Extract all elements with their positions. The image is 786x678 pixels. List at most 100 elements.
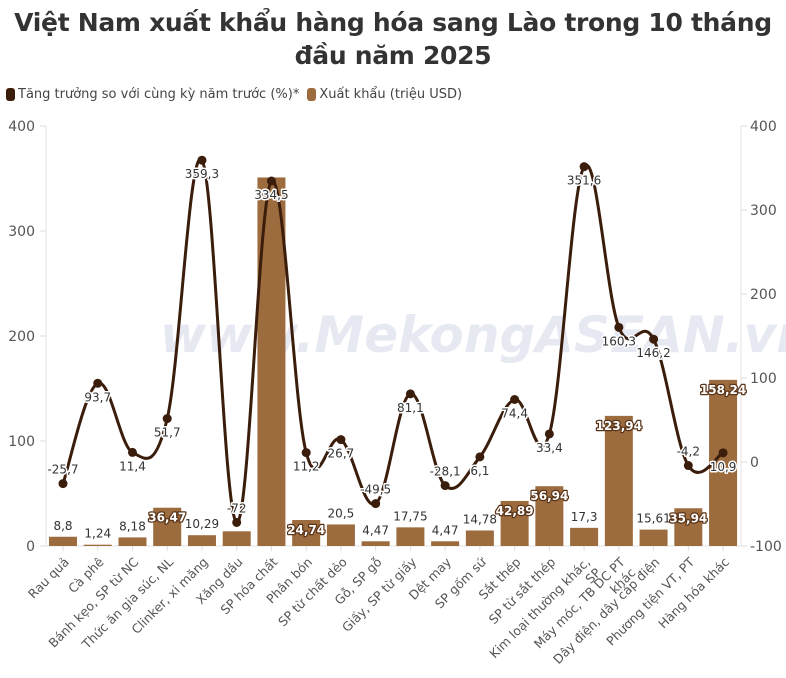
- legend-swatch-bar: [307, 88, 317, 101]
- line-value-label: 6,1: [470, 464, 489, 478]
- line-point[interactable]: [371, 499, 381, 509]
- bar[interactable]: [257, 177, 286, 546]
- line-value-label: 51,7: [154, 426, 181, 440]
- bar-value-label: 8,18: [119, 519, 146, 533]
- bar[interactable]: [604, 415, 633, 546]
- line-point[interactable]: [336, 435, 346, 445]
- legend-label-growth: Tăng trưởng so với cùng kỳ năm trước (%)…: [18, 87, 300, 102]
- bar[interactable]: [153, 507, 182, 546]
- chart-title-line-1: Việt Nam xuất khẩu hàng hóa sang Lào tro…: [14, 8, 772, 37]
- line-value-label: -28,1: [430, 465, 461, 479]
- legend-item-export[interactable]: Xuất khẩu (triệu USD): [307, 87, 462, 102]
- line-value-label: 160,3: [602, 334, 636, 348]
- line-point[interactable]: [232, 517, 242, 527]
- y-right-tick-label: 0: [750, 455, 759, 471]
- bar-value-label: 36,47: [148, 511, 186, 525]
- bar[interactable]: [639, 529, 668, 546]
- bar[interactable]: [674, 508, 703, 546]
- line-point[interactable]: [579, 162, 589, 172]
- bar-value-label: 15,61: [636, 512, 670, 526]
- line-point[interactable]: [475, 452, 485, 462]
- line-value-label: 81,1: [397, 401, 424, 415]
- line-point[interactable]: [718, 448, 728, 458]
- bar[interactable]: [292, 520, 321, 546]
- y-right-tick-label: 100: [750, 371, 777, 387]
- line-value-label: 74,4: [501, 407, 528, 421]
- line-point[interactable]: [440, 481, 450, 491]
- line-point[interactable]: [266, 176, 276, 186]
- line-point[interactable]: [405, 389, 415, 399]
- bar[interactable]: [187, 535, 216, 546]
- line-value-label: 11,2: [293, 460, 320, 474]
- bar-value-label: 10,29: [185, 517, 219, 531]
- bar-value-label: 17,75: [393, 509, 427, 523]
- line-point[interactable]: [197, 155, 207, 165]
- bar-value-label: 158,24: [700, 383, 746, 397]
- bar[interactable]: [570, 527, 599, 546]
- bar[interactable]: [326, 524, 355, 546]
- bar-value-label: 123,94: [596, 419, 642, 433]
- legend-label-export: Xuất khẩu (triệu USD): [319, 87, 463, 102]
- bar-value-label: 42,89: [496, 504, 534, 518]
- svg-text:Rau quả: Rau quả: [25, 554, 72, 601]
- line-point[interactable]: [162, 414, 172, 424]
- line-value-label: 146,2: [636, 346, 670, 360]
- bar[interactable]: [83, 544, 112, 546]
- line-value-label: 11,4: [119, 459, 146, 473]
- y-left-tick-label: 0: [26, 539, 35, 555]
- line-value-label: 26,7: [328, 447, 355, 461]
- y-left-tick-label: 300: [8, 224, 35, 240]
- line-value-label: 351,6: [567, 174, 601, 188]
- line-point[interactable]: [510, 395, 520, 405]
- line-point[interactable]: [93, 378, 103, 388]
- chart-title-line-2: đầu năm 2025: [294, 41, 492, 70]
- line-value-label: 93,7: [84, 390, 111, 404]
- line-series-growth: [58, 155, 728, 527]
- bar[interactable]: [222, 531, 251, 546]
- line-point[interactable]: [301, 448, 311, 458]
- line-value-label: 334,5: [254, 188, 288, 202]
- bar-value-label: 1,24: [84, 527, 111, 541]
- line-value-label: 359,3: [185, 167, 219, 181]
- chart-legend: Tăng trưởng so với cùng kỳ năm trước (%)…: [6, 87, 466, 102]
- line-point[interactable]: [649, 334, 659, 344]
- bar-value-label: 20,5: [328, 506, 355, 520]
- legend-item-growth[interactable]: Tăng trưởng so với cùng kỳ năm trước (%)…: [6, 87, 299, 102]
- bar[interactable]: [465, 530, 494, 546]
- line-value-label: -72: [227, 501, 247, 515]
- bar-value-label: 17,3: [571, 510, 598, 524]
- bar-value-label: 8,8: [53, 519, 72, 533]
- bar-value-label: 56,94: [530, 489, 568, 503]
- line-point[interactable]: [614, 322, 624, 332]
- legend-swatch-line: [6, 88, 15, 101]
- bar-value-label: 4,47: [362, 523, 389, 537]
- y-right-tick-label: 400: [750, 119, 777, 135]
- bar-value-label: 24,74: [287, 523, 325, 537]
- bar[interactable]: [396, 527, 425, 546]
- line-value-label: -49,5: [360, 483, 391, 497]
- y-left-tick-label: 100: [8, 434, 35, 450]
- bar-value-label: 35,94: [669, 511, 707, 525]
- line-point[interactable]: [683, 461, 693, 471]
- y-right-tick-label: -100: [750, 539, 782, 555]
- x-axis-category-label: Rau quả: [25, 554, 72, 601]
- line-value-label: 10,9: [710, 460, 737, 474]
- line-point[interactable]: [127, 447, 137, 457]
- bar[interactable]: [49, 536, 77, 546]
- line-value-label: 33,4: [536, 441, 563, 455]
- y-left-tick-label: 400: [8, 119, 35, 135]
- y-left-tick-label: 200: [8, 329, 35, 345]
- line-value-label: -4,2: [677, 445, 700, 459]
- line-value-label: -25,7: [47, 463, 78, 477]
- bar[interactable]: [500, 500, 529, 546]
- bar[interactable]: [118, 537, 147, 546]
- y-right-tick-label: 200: [750, 287, 777, 303]
- bar[interactable]: [431, 541, 460, 546]
- line-point[interactable]: [544, 429, 554, 439]
- bar[interactable]: [535, 486, 564, 546]
- line-point[interactable]: [58, 479, 68, 489]
- bar[interactable]: [361, 541, 390, 546]
